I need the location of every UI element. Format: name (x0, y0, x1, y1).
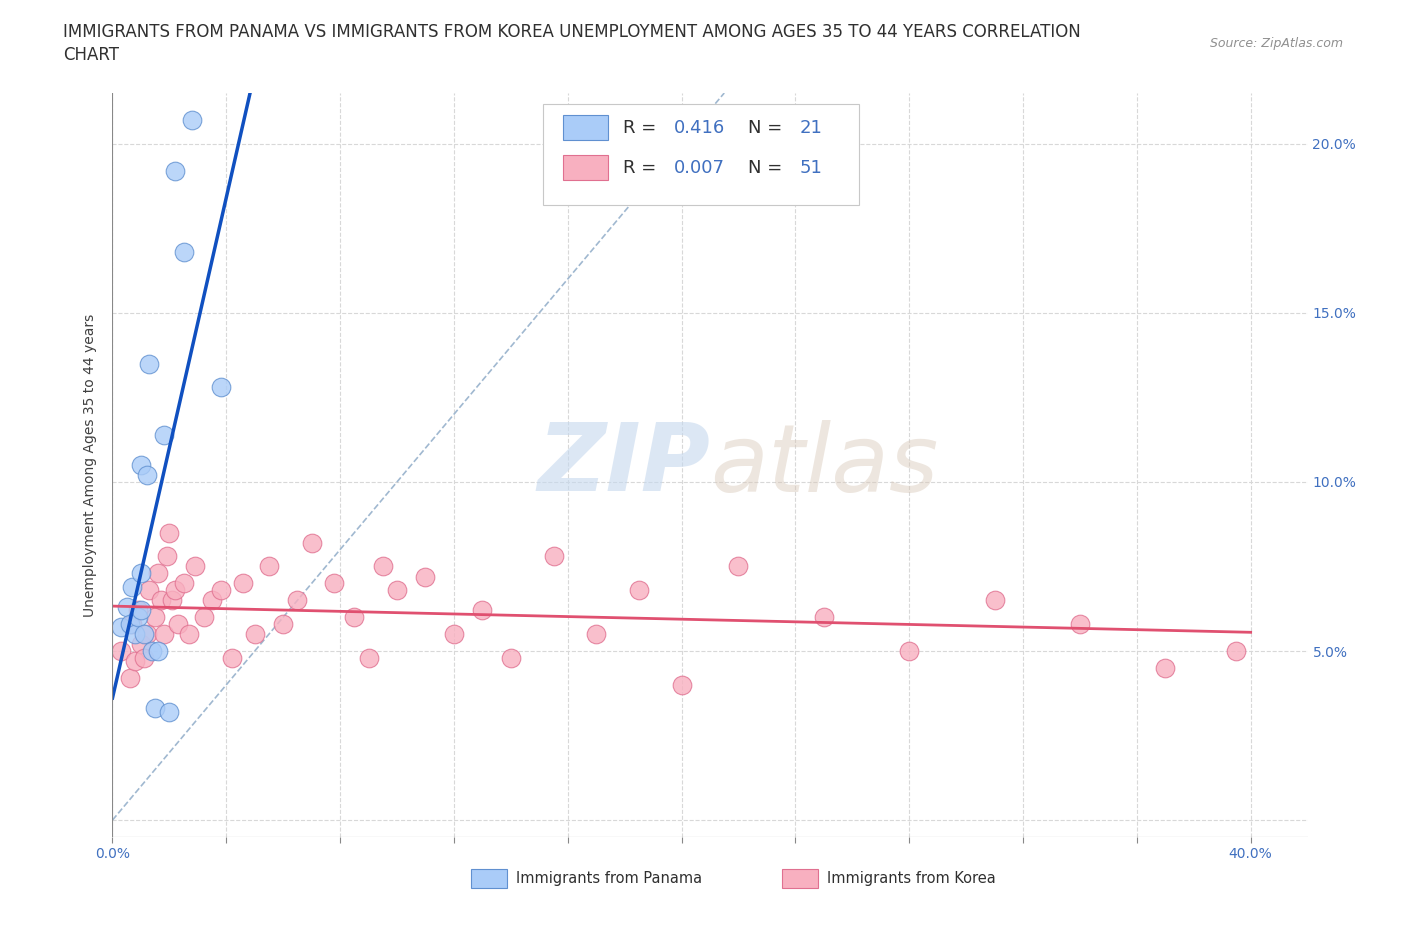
Text: N =: N = (748, 119, 789, 137)
Point (287, 592, 309, 607)
FancyBboxPatch shape (782, 869, 818, 887)
Point (124, 654, 146, 669)
Text: 0.416: 0.416 (675, 119, 725, 137)
Point (167, 617, 190, 631)
Point (157, 704, 180, 719)
Point (181, 113, 204, 127)
Text: ZIP: ZIP (537, 419, 710, 511)
Point (165, 164, 187, 179)
Text: atlas: atlas (710, 419, 938, 511)
Point (371, 559, 394, 574)
Point (162, 592, 183, 607)
Point (257, 559, 280, 574)
Point (127, 603, 149, 618)
Point (179, 627, 201, 642)
Point (727, 559, 749, 574)
Text: R =: R = (623, 119, 662, 137)
Point (813, 610, 835, 625)
Point (201, 592, 224, 607)
Point (121, 617, 143, 631)
Point (301, 536, 323, 551)
Point (243, 627, 266, 642)
Point (118, 617, 141, 631)
Point (157, 525, 180, 540)
FancyBboxPatch shape (562, 115, 609, 140)
FancyBboxPatch shape (562, 155, 609, 180)
Point (152, 627, 174, 642)
Point (143, 701, 166, 716)
Point (129, 565, 152, 580)
Point (110, 644, 132, 658)
Point (443, 627, 465, 642)
Point (129, 603, 152, 618)
Point (138, 356, 160, 371)
Text: IMMIGRANTS FROM PANAMA VS IMMIGRANTS FROM KOREA UNEMPLOYMENT AMONG AGES 35 TO 44: IMMIGRANTS FROM PANAMA VS IMMIGRANTS FRO… (63, 23, 1081, 41)
Point (323, 576, 346, 591)
Text: 21: 21 (800, 119, 823, 137)
Point (209, 583, 232, 598)
Y-axis label: Unemployment Among Ages 35 to 44 years: Unemployment Among Ages 35 to 44 years (83, 313, 97, 617)
FancyBboxPatch shape (543, 104, 859, 205)
Point (143, 610, 166, 625)
Point (127, 610, 149, 625)
Text: 0.007: 0.007 (675, 159, 725, 177)
Point (135, 627, 157, 642)
Point (132, 650, 155, 665)
Point (898, 644, 921, 658)
Point (124, 627, 146, 642)
Point (585, 627, 607, 642)
FancyBboxPatch shape (471, 869, 508, 887)
Point (193, 610, 215, 625)
Point (110, 620, 132, 635)
Point (209, 379, 232, 394)
Point (141, 644, 163, 658)
Point (129, 458, 152, 472)
Point (271, 617, 294, 631)
Point (165, 583, 187, 598)
Point (173, 576, 195, 591)
Text: CHART: CHART (63, 46, 120, 64)
Point (138, 583, 160, 598)
Point (343, 610, 366, 625)
Point (184, 559, 207, 574)
Point (155, 549, 177, 564)
Text: 51: 51 (800, 159, 823, 177)
Point (385, 583, 408, 598)
Point (357, 650, 380, 665)
Point (232, 576, 254, 591)
Point (149, 592, 172, 607)
Point (415, 569, 437, 584)
Point (499, 650, 522, 665)
Text: Immigrants from Korea: Immigrants from Korea (827, 870, 995, 885)
Point (135, 468, 157, 483)
Point (129, 637, 152, 652)
Point (132, 627, 155, 642)
Point (1069, 617, 1091, 631)
Point (1225, 644, 1247, 658)
Point (627, 583, 650, 598)
Text: R =: R = (623, 159, 662, 177)
Text: Source: ZipAtlas.com: Source: ZipAtlas.com (1209, 37, 1343, 50)
Point (146, 644, 169, 658)
Point (118, 671, 141, 685)
Point (115, 600, 138, 615)
Text: N =: N = (748, 159, 789, 177)
Text: Immigrants from Panama: Immigrants from Panama (516, 870, 703, 885)
Point (221, 650, 243, 665)
Point (471, 603, 494, 618)
Point (983, 592, 1005, 607)
Point (1154, 660, 1177, 675)
Point (146, 565, 169, 580)
Point (152, 427, 174, 442)
Point (121, 579, 143, 594)
Point (671, 677, 693, 692)
Point (173, 245, 195, 259)
Point (543, 549, 565, 564)
